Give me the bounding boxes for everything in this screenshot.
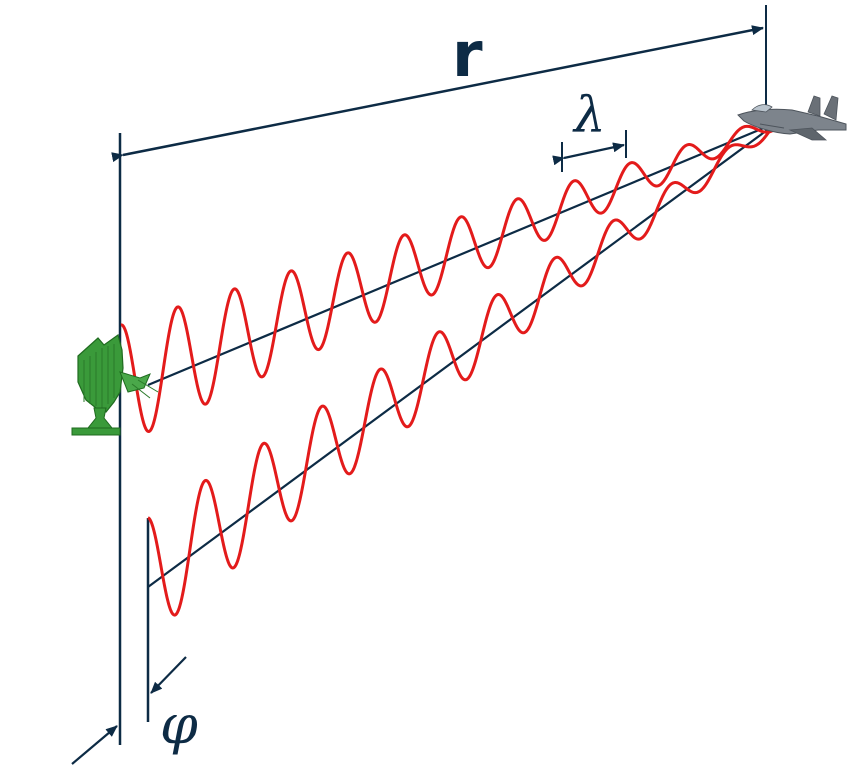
phase-arrow-right <box>150 656 187 694</box>
radar-antenna-icon <box>71 334 159 436</box>
wave-upper <box>120 124 779 434</box>
range-label: r <box>452 18 483 91</box>
range-arrow <box>111 25 764 163</box>
wavelength-arrow <box>552 142 625 166</box>
ray-lower <box>147 121 779 588</box>
ray-upper <box>147 120 779 387</box>
fighter-jet-icon <box>737 95 847 141</box>
phase-label: φ <box>160 693 198 756</box>
phase-arrow-left <box>71 725 118 765</box>
wave-lower <box>147 118 780 617</box>
wavelength-label: λ <box>572 86 606 144</box>
